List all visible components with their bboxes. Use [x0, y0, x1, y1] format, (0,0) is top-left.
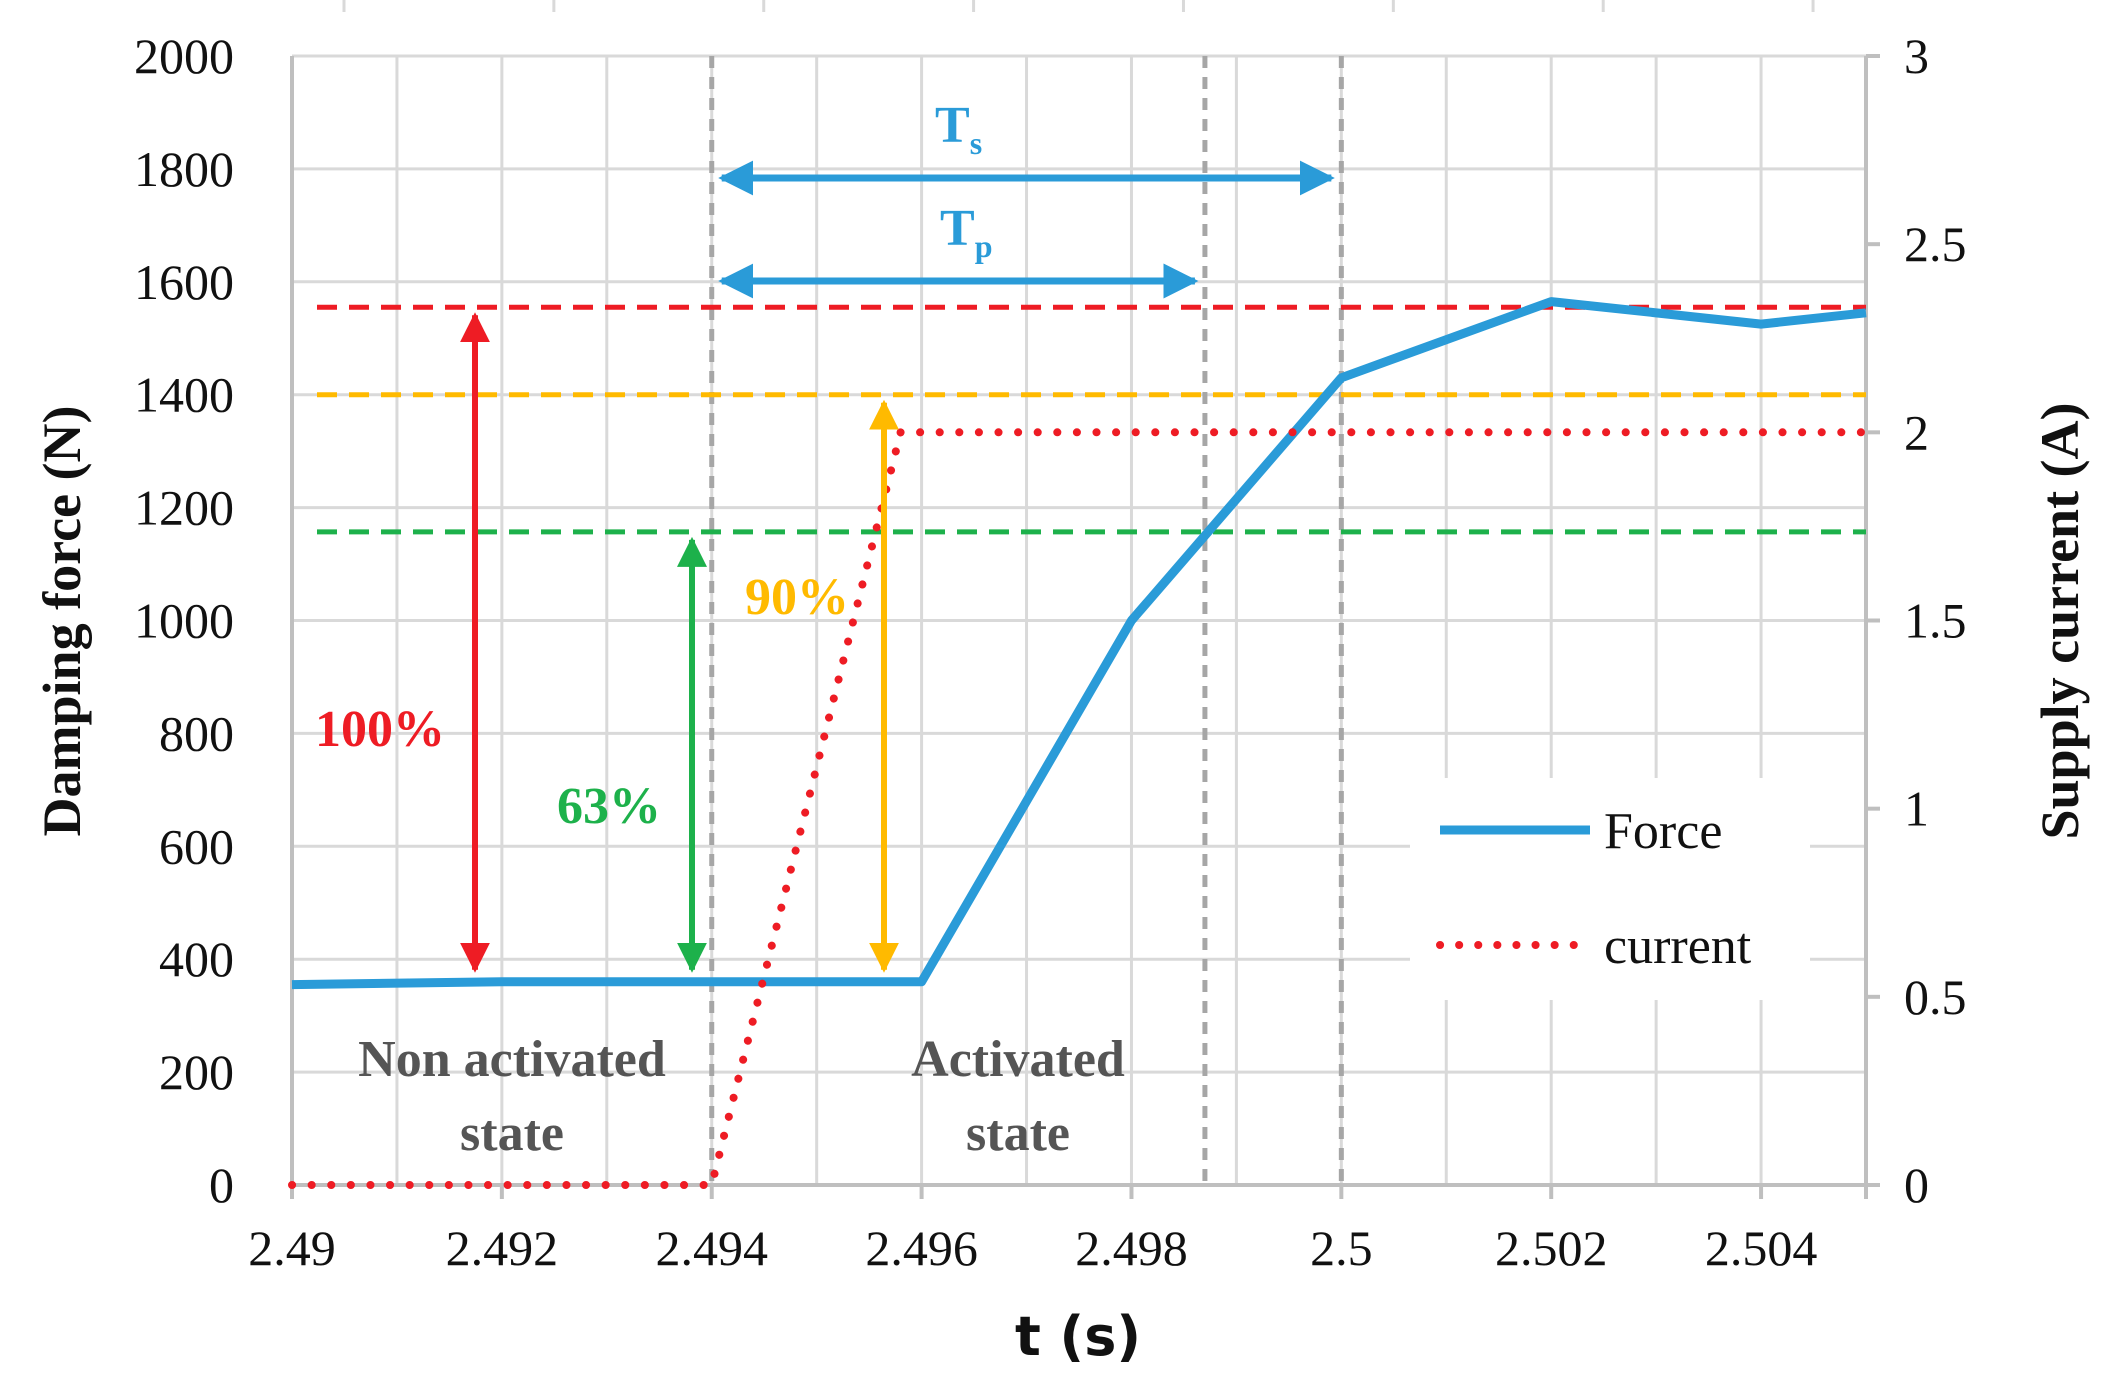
x-tick-label: 2.5: [1310, 1220, 1373, 1276]
x-axis-title: t (s): [1015, 1305, 1141, 1368]
y-left-tick-label: 1200: [134, 480, 234, 536]
annotation-arrows: [460, 160, 1335, 973]
x-tick-label: 2.496: [865, 1220, 978, 1276]
annotation-non-activated-line1: Non activated: [358, 1031, 666, 1088]
y-left-tick-label: 800: [159, 705, 234, 761]
legend-background: [1410, 778, 1810, 1000]
y-left-tick-label: 1600: [134, 254, 234, 310]
annotation-ts-main: T: [935, 97, 970, 154]
y-right-tick-label: 2: [1904, 404, 1929, 460]
annotation-tp: Tp: [940, 200, 992, 264]
annotation-tp-main: T: [940, 200, 975, 257]
y-right-tick-label: 3: [1904, 28, 1929, 84]
annotation-activated-line2: state: [966, 1105, 1070, 1162]
y-right-tick-label: 2.5: [1904, 216, 1967, 272]
annotation-non-activated-line2: state: [460, 1105, 564, 1162]
x-tick-label: 2.498: [1075, 1220, 1188, 1276]
y-left-tick-label: 600: [159, 818, 234, 874]
x-tick-label: 2.504: [1705, 1220, 1818, 1276]
legend: Force current: [1410, 778, 1810, 1000]
y-left-tick-label: 200: [159, 1044, 234, 1100]
annotation-tp-sub: p: [975, 228, 993, 264]
x-tick-label: 2.502: [1495, 1220, 1608, 1276]
annotation-100-percent: 100%: [315, 701, 445, 758]
y-left-tick-label: 2000: [134, 28, 234, 84]
y-left-tick-label: 1000: [134, 593, 234, 649]
y-right-tick-label: 0.5: [1904, 969, 1967, 1025]
tick-labels: 0 200 400 600 800 1000 1200 1400 1600 1800 2000 0 0.…: [134, 28, 1967, 1276]
y-left-tick-label: 1400: [134, 367, 234, 423]
y-left-tick-label: 0: [209, 1157, 234, 1213]
annotation-ts: Ts: [935, 97, 982, 161]
y-left-tick-label: 400: [159, 931, 234, 987]
y-axis-left-title: Damping force (N): [32, 406, 92, 837]
x-tick-label: 2.494: [655, 1220, 768, 1276]
y-axis-right-title: Supply current (A): [2030, 402, 2090, 839]
series: [288, 297, 1870, 1189]
annotation-activated-line1: Activated: [911, 1031, 1125, 1088]
x-tick-label: 2.492: [446, 1220, 559, 1276]
legend-force-label: Force: [1604, 803, 1722, 860]
y-left-tick-label: 1800: [134, 141, 234, 197]
y-right-tick-label: 1: [1904, 781, 1929, 837]
annotation-90-percent: 90%: [745, 569, 849, 626]
y-right-tick-label: 0: [1904, 1157, 1929, 1213]
axes: [290, 54, 1880, 1199]
annotation-63-percent: 63%: [557, 778, 661, 835]
annotation-ts-sub: s: [970, 125, 982, 161]
legend-current-label: current: [1604, 918, 1752, 975]
series-force-line: [291, 297, 1867, 990]
x-tick-label: 2.49: [248, 1220, 336, 1276]
y-right-tick-label: 1.5: [1904, 593, 1967, 649]
